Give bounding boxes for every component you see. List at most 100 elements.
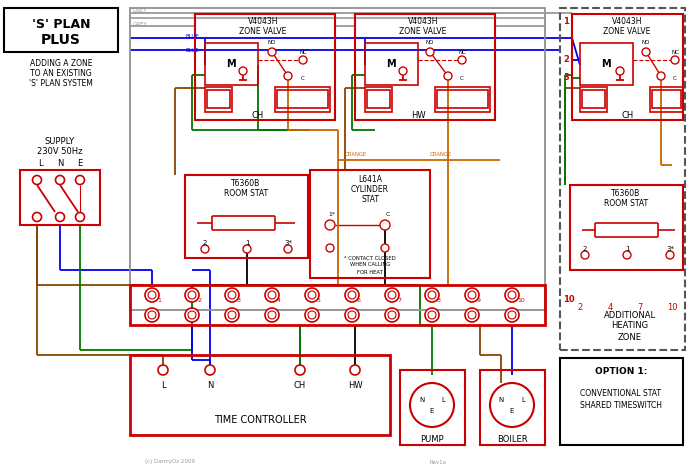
Text: ZONE VALVE: ZONE VALVE (239, 27, 286, 36)
Bar (365, 87, 392, 112)
Circle shape (465, 288, 479, 302)
Circle shape (505, 308, 519, 322)
Circle shape (616, 67, 624, 75)
Bar (130, 355, 390, 435)
Circle shape (32, 176, 41, 184)
Text: 6: 6 (357, 298, 361, 302)
Circle shape (284, 245, 292, 253)
Bar (277, 90, 328, 108)
Circle shape (350, 365, 360, 375)
Circle shape (425, 308, 439, 322)
Circle shape (385, 288, 399, 302)
Bar (130, 285, 545, 325)
Text: E: E (77, 160, 83, 168)
Text: NC: NC (458, 50, 466, 54)
Bar (207, 90, 230, 108)
Text: NC: NC (299, 50, 307, 54)
Circle shape (348, 311, 356, 319)
Text: CONVENTIONAL STAT: CONVENTIONAL STAT (580, 388, 662, 397)
Text: N: N (57, 160, 63, 168)
Circle shape (268, 291, 276, 299)
Circle shape (326, 244, 334, 252)
Text: TIME CONTROLLER: TIME CONTROLLER (214, 415, 306, 425)
Circle shape (32, 212, 41, 221)
Text: HW: HW (348, 380, 362, 389)
Circle shape (55, 176, 64, 184)
Text: 3*: 3* (666, 246, 674, 252)
Text: V4043H: V4043H (408, 17, 438, 27)
Text: CYLINDER: CYLINDER (351, 185, 389, 195)
Text: CH: CH (252, 111, 264, 120)
Text: 4: 4 (277, 298, 281, 302)
Circle shape (243, 245, 251, 253)
Text: 2: 2 (583, 246, 587, 252)
Text: STAT: STAT (361, 196, 379, 205)
Text: PUMP: PUMP (420, 436, 444, 445)
Text: L: L (38, 160, 42, 168)
Circle shape (228, 311, 236, 319)
Circle shape (428, 311, 436, 319)
Bar (355, 14, 495, 120)
Circle shape (295, 365, 305, 375)
Circle shape (458, 56, 466, 64)
Text: ZONE VALVE: ZONE VALVE (400, 27, 446, 36)
Text: 7: 7 (638, 304, 642, 313)
Circle shape (308, 311, 316, 319)
Text: ROOM STAT: ROOM STAT (604, 198, 648, 207)
Circle shape (225, 308, 239, 322)
Text: 1: 1 (157, 298, 161, 302)
Circle shape (188, 291, 196, 299)
Circle shape (671, 56, 679, 64)
Text: OPTION 1:: OPTION 1: (595, 367, 647, 376)
Text: SHARED TIMESWITCH: SHARED TIMESWITCH (580, 402, 662, 410)
Text: BOILER: BOILER (497, 436, 527, 445)
Text: GREY: GREY (133, 22, 148, 27)
Text: 3: 3 (237, 298, 241, 302)
Text: ROOM STAT: ROOM STAT (224, 189, 268, 197)
Text: M: M (601, 59, 611, 69)
Circle shape (666, 251, 674, 259)
Text: TO AN EXISTING: TO AN EXISTING (30, 68, 92, 78)
Text: E: E (430, 408, 434, 414)
Circle shape (185, 288, 199, 302)
Text: T6360B: T6360B (231, 178, 261, 188)
Text: 3: 3 (563, 73, 569, 82)
Text: C: C (386, 212, 390, 218)
Text: M: M (226, 59, 236, 69)
Circle shape (268, 48, 276, 56)
Bar (365, 43, 418, 85)
Text: 2: 2 (563, 56, 569, 65)
Circle shape (508, 311, 516, 319)
Text: C: C (673, 75, 677, 80)
Circle shape (410, 383, 454, 427)
Circle shape (185, 308, 199, 322)
Text: NO: NO (642, 41, 650, 45)
Bar (205, 43, 258, 85)
Circle shape (657, 72, 665, 80)
Bar (435, 87, 490, 112)
Text: N: N (498, 397, 504, 403)
Text: 1: 1 (245, 240, 249, 246)
Text: (c) DannyOz 2009: (c) DannyOz 2009 (145, 460, 195, 465)
Bar (560, 8, 685, 350)
Circle shape (225, 288, 239, 302)
Circle shape (158, 365, 168, 375)
Bar (130, 8, 545, 310)
Circle shape (642, 48, 650, 56)
Circle shape (623, 251, 631, 259)
Circle shape (505, 288, 519, 302)
Text: V4043H: V4043H (248, 17, 278, 27)
Circle shape (425, 288, 439, 302)
Circle shape (468, 291, 476, 299)
Circle shape (490, 383, 534, 427)
Text: ORANGE: ORANGE (430, 153, 452, 158)
Text: NC: NC (671, 50, 679, 54)
Text: L: L (441, 397, 445, 403)
Bar (20, 170, 100, 225)
Text: N: N (207, 380, 213, 389)
Circle shape (428, 291, 436, 299)
Text: NO: NO (426, 41, 434, 45)
Circle shape (75, 212, 84, 221)
Circle shape (381, 244, 389, 252)
Text: T6360B: T6360B (611, 189, 640, 197)
